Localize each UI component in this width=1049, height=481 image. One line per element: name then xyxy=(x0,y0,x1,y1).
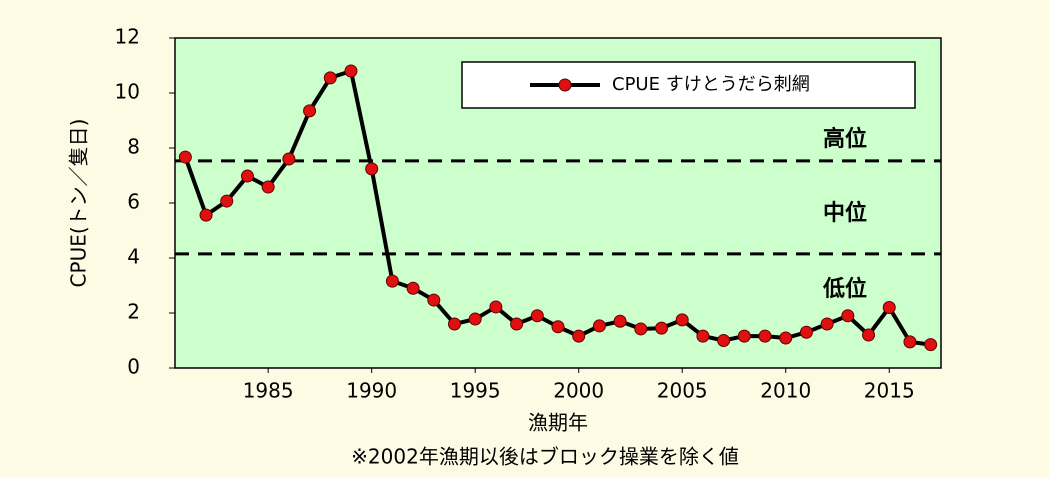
zone-label: 低位 xyxy=(822,276,867,302)
zone-label: 中位 xyxy=(823,200,867,226)
data-point xyxy=(655,321,669,335)
legend-marker xyxy=(558,78,572,92)
data-point xyxy=(924,338,938,352)
y-tick-label: 0 xyxy=(127,355,140,379)
data-point xyxy=(862,328,876,342)
x-tick-label: 1990 xyxy=(346,379,397,403)
y-axis-label: CPUE(トン／隻日) xyxy=(67,119,91,288)
data-point xyxy=(282,152,296,166)
data-point xyxy=(634,322,648,336)
y-tick-label: 12 xyxy=(115,25,140,49)
legend-label: CPUE すけとうだら刺網 xyxy=(612,74,810,95)
x-tick-label: 2000 xyxy=(553,379,604,403)
data-point xyxy=(178,150,192,164)
y-tick-label: 4 xyxy=(127,245,140,269)
y-tick-label: 6 xyxy=(127,190,140,214)
y-tick-label: 2 xyxy=(127,300,140,324)
data-point xyxy=(903,335,917,349)
data-point xyxy=(447,317,461,331)
data-point xyxy=(261,180,275,194)
data-point xyxy=(510,317,524,331)
data-point xyxy=(323,71,337,85)
data-point xyxy=(199,208,213,222)
x-tick-label: 2005 xyxy=(657,379,708,403)
data-point xyxy=(675,313,689,327)
x-tick-label: 2010 xyxy=(760,379,811,403)
data-point xyxy=(592,319,606,333)
y-tick-label: 8 xyxy=(127,135,140,159)
data-point xyxy=(779,331,793,345)
y-tick-label: 10 xyxy=(115,80,140,104)
x-tick-label: 1995 xyxy=(450,379,501,403)
data-point xyxy=(489,300,503,314)
data-point xyxy=(717,334,731,347)
data-point xyxy=(406,281,420,295)
data-point xyxy=(365,162,379,176)
data-point xyxy=(220,194,234,208)
data-point xyxy=(820,317,834,331)
data-point xyxy=(799,325,813,339)
data-point xyxy=(882,301,896,314)
data-point xyxy=(385,274,399,288)
data-point xyxy=(344,64,358,78)
x-axis-label: 漁期年 xyxy=(528,411,588,435)
data-point xyxy=(530,309,544,323)
data-point xyxy=(737,329,751,343)
data-point xyxy=(696,329,710,343)
x-tick-label: 1985 xyxy=(243,379,294,403)
data-point xyxy=(240,169,254,183)
data-point xyxy=(613,314,627,328)
x-tick-label: 2015 xyxy=(864,379,915,403)
note: ※2002年漁期以後はブロック操業を除く値 xyxy=(351,445,739,469)
data-point xyxy=(572,329,586,343)
data-point xyxy=(758,329,772,343)
data-point xyxy=(303,104,317,118)
data-point xyxy=(427,293,441,307)
data-point xyxy=(468,312,482,326)
zone-label: 高位 xyxy=(823,126,867,152)
data-point xyxy=(841,309,855,323)
data-point xyxy=(551,320,565,334)
